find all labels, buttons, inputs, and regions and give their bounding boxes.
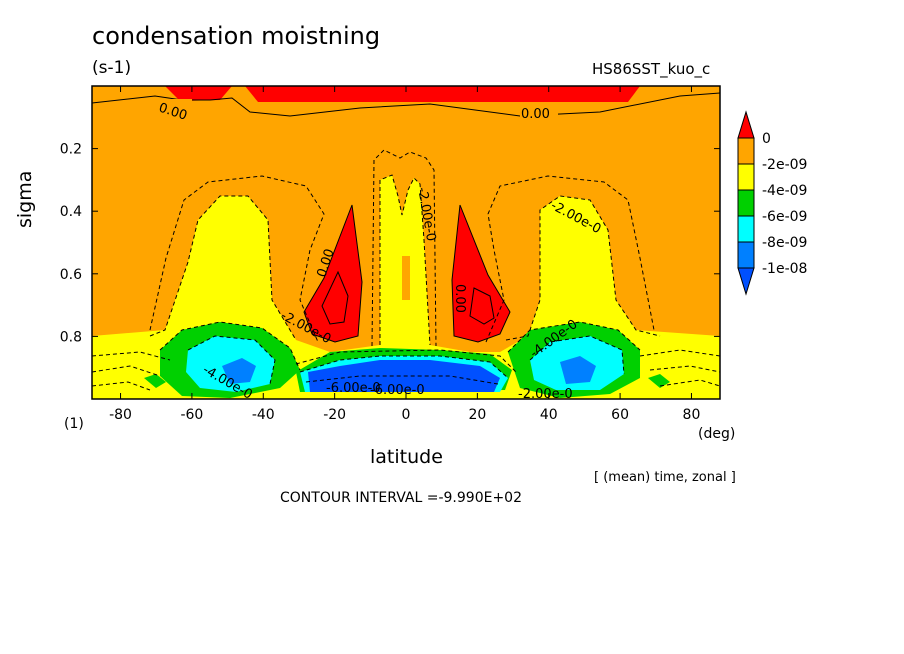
- y-axis-ticks: 0.2 0.4 0.6 0.8: [60, 142, 720, 345]
- contour-inner-left: [321, 270, 349, 325]
- contour-label-12: -2.00e-0: [518, 387, 573, 402]
- x-tick-label: 0: [402, 407, 411, 423]
- x-tick-label: -60: [180, 407, 203, 423]
- z-unit-label: (1): [64, 416, 84, 432]
- contour-zero-right-lobe: [451, 204, 511, 343]
- fill-blue-left: [222, 358, 256, 384]
- contour-label-bg-2: [520, 106, 558, 120]
- legend-label: 0: [762, 131, 771, 147]
- contour-label-2: 0.00: [521, 107, 550, 122]
- legend-swatch-top: [737, 110, 755, 139]
- legend-swatch: [737, 163, 755, 191]
- averaging-note: [ (mean) time, zonal ]: [594, 470, 736, 485]
- x-tick-label: -40: [252, 407, 275, 423]
- fill-green-far-left: [144, 374, 166, 388]
- contour-dashed-outer-right: [485, 175, 655, 343]
- fill-green-far-right: [648, 374, 670, 388]
- y-tick-label: 0.2: [60, 142, 82, 158]
- legend-label: -6e-09: [762, 209, 807, 225]
- legend-swatch: [737, 189, 755, 217]
- y-tick-label: 0.8: [60, 329, 82, 345]
- contour-dashed-center-inner: [379, 174, 431, 346]
- fill-top-red-right: [245, 86, 640, 102]
- x-tick-label: -20: [323, 407, 346, 423]
- contour-label-4: 0.00: [452, 284, 467, 313]
- x-axis-label: latitude: [370, 446, 443, 468]
- color-legend: 0 -2e-09 -4e-09 -6e-09 -8e-09 -1e-08: [737, 110, 807, 296]
- contour-dashed-surface-left: [92, 351, 171, 391]
- contour-dashed-outer-left: [149, 175, 325, 343]
- dashed-contours: [92, 149, 720, 391]
- legend-swatch: [737, 241, 755, 269]
- legend-swatch: [737, 137, 755, 165]
- contour-dashed-cyan-right: [529, 335, 625, 375]
- x-axis-unit: (deg): [698, 426, 736, 442]
- legend-label: -1e-08: [762, 261, 807, 277]
- contour-label-10: -6.00e-0: [326, 381, 381, 396]
- legend-swatch: [737, 215, 755, 243]
- fill-red-right-lobe: [452, 205, 510, 342]
- chart-title: condensation moistning: [92, 22, 381, 50]
- fill-orange-notch: [402, 256, 410, 300]
- y-tick-label: 0.6: [60, 267, 82, 283]
- y-tick-label: 0.4: [60, 204, 82, 220]
- legend-label: -8e-09: [762, 235, 807, 251]
- fill-blue-right: [560, 356, 596, 384]
- fill-red-left-lobe: [304, 205, 362, 342]
- contour-dashed-green-left: [159, 321, 301, 371]
- fill-top-red-left: [165, 86, 232, 101]
- chart-units: (s-1): [92, 58, 132, 78]
- contour-label-11: -6.00e-0: [370, 383, 425, 398]
- x-tick-label: -80: [109, 407, 132, 423]
- x-axis-ticks: -80 -60 -40 -20 0 20 40 60 80: [109, 86, 700, 423]
- legend-label: -2e-09: [762, 157, 807, 173]
- x-tick-label: 80: [683, 407, 701, 423]
- contour-dashed-cyan-left: [187, 335, 276, 385]
- contour-interval: CONTOUR INTERVAL =-9.990E+02: [280, 490, 522, 506]
- contour-dashed-center-layers: [295, 349, 517, 385]
- legend-swatch-bottom: [737, 267, 755, 296]
- contour-dashed-yellow-right: [505, 195, 661, 341]
- x-tick-label: 60: [611, 407, 629, 423]
- contour-zero-left-lobe: [303, 204, 363, 343]
- run-name: HS86SST_kuo_c: [592, 60, 711, 78]
- contour-inner-right: [469, 287, 495, 325]
- x-tick-label: 20: [468, 407, 486, 423]
- x-tick-label: 40: [540, 407, 558, 423]
- legend-label: -4e-09: [762, 183, 807, 199]
- contour-label-bg-1: [156, 99, 192, 113]
- contour-dashed-yellow-left: [149, 195, 297, 341]
- filled-contours: 0.00 0.00 0.00 0.00 -2.00e-0 -2.00e-0 -2…: [92, 86, 720, 402]
